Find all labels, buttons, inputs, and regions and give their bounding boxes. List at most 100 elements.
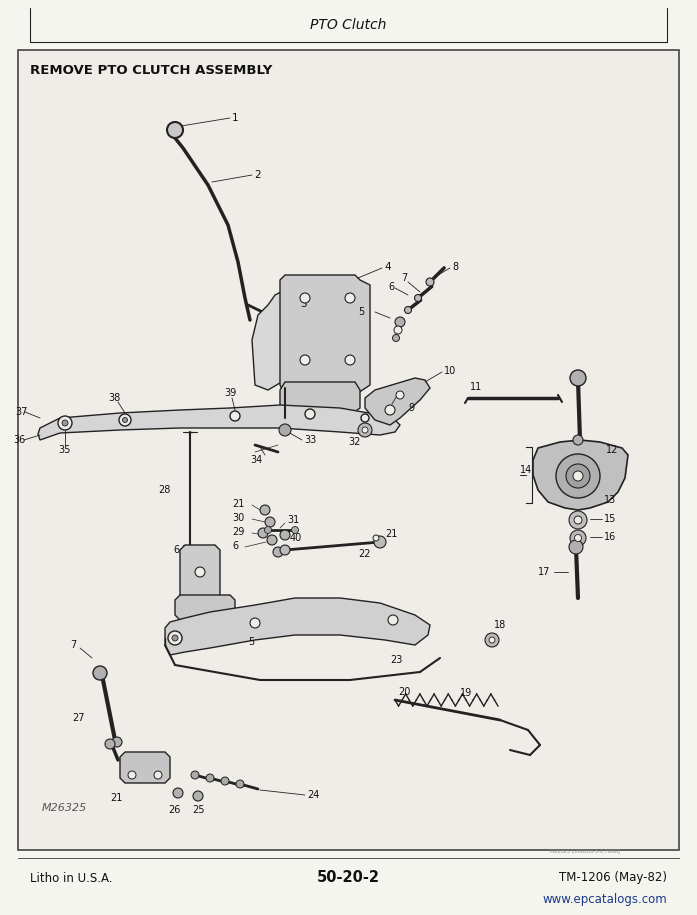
Circle shape xyxy=(415,295,422,302)
Text: 15: 15 xyxy=(604,514,616,524)
Text: 6: 6 xyxy=(388,282,394,292)
Circle shape xyxy=(112,737,122,747)
Circle shape xyxy=(573,435,583,445)
Text: TM-1206 (May-82): TM-1206 (May-82) xyxy=(559,871,667,885)
Circle shape xyxy=(395,317,405,327)
Circle shape xyxy=(119,414,131,426)
Text: 29: 29 xyxy=(232,527,245,537)
Circle shape xyxy=(280,545,290,555)
Circle shape xyxy=(345,355,355,365)
Circle shape xyxy=(404,307,411,314)
Circle shape xyxy=(374,536,386,548)
Text: 20: 20 xyxy=(398,687,411,697)
Circle shape xyxy=(167,122,183,138)
Polygon shape xyxy=(175,595,235,620)
Text: M26325: M26325 xyxy=(42,803,87,813)
Circle shape xyxy=(362,427,368,433)
Text: 36: 36 xyxy=(13,435,25,445)
Text: 21: 21 xyxy=(232,499,245,509)
Circle shape xyxy=(388,615,398,625)
Text: 7: 7 xyxy=(70,640,76,650)
Text: 21: 21 xyxy=(110,793,123,803)
Text: 19: 19 xyxy=(460,688,473,698)
Circle shape xyxy=(574,534,581,542)
Text: 35: 35 xyxy=(58,445,70,455)
Circle shape xyxy=(280,530,290,540)
Polygon shape xyxy=(38,405,400,440)
Polygon shape xyxy=(280,382,360,415)
Circle shape xyxy=(570,530,586,546)
Text: 24: 24 xyxy=(307,790,319,800)
Circle shape xyxy=(260,505,270,515)
Text: 18: 18 xyxy=(494,620,506,630)
Text: 32: 32 xyxy=(348,437,360,447)
Text: 23: 23 xyxy=(390,655,402,665)
Circle shape xyxy=(62,420,68,426)
Text: 26: 26 xyxy=(168,805,181,815)
Circle shape xyxy=(236,780,244,788)
Text: 50-20-2: 50-20-2 xyxy=(316,870,379,886)
Circle shape xyxy=(392,335,399,341)
Text: 33: 33 xyxy=(304,435,316,445)
Text: PTO Clutch: PTO Clutch xyxy=(309,18,386,32)
Circle shape xyxy=(168,631,182,645)
Circle shape xyxy=(93,666,107,680)
Circle shape xyxy=(358,423,372,437)
Circle shape xyxy=(191,771,199,779)
Text: 1: 1 xyxy=(232,113,238,123)
Circle shape xyxy=(570,370,586,386)
Text: 14: 14 xyxy=(520,465,533,475)
Circle shape xyxy=(206,774,214,782)
Text: 25: 25 xyxy=(192,805,204,815)
Bar xyxy=(18,50,679,850)
Polygon shape xyxy=(252,290,285,390)
Circle shape xyxy=(264,526,272,533)
Circle shape xyxy=(265,517,275,527)
Circle shape xyxy=(172,635,178,641)
Text: 5: 5 xyxy=(248,637,254,647)
Text: M26325 1206100-5-0 790WJ: M26325 1206100-5-0 790WJ xyxy=(550,849,620,855)
Text: 16: 16 xyxy=(604,532,616,542)
Text: 39: 39 xyxy=(224,388,236,398)
Circle shape xyxy=(58,416,72,430)
Text: 40: 40 xyxy=(290,533,302,543)
Circle shape xyxy=(574,516,582,524)
Text: 38: 38 xyxy=(108,393,121,403)
Text: 13: 13 xyxy=(604,495,616,505)
Circle shape xyxy=(258,528,268,538)
Circle shape xyxy=(221,777,229,785)
Circle shape xyxy=(345,293,355,303)
Text: 31: 31 xyxy=(287,515,299,525)
Circle shape xyxy=(300,293,310,303)
Text: 3: 3 xyxy=(300,299,307,309)
Circle shape xyxy=(394,326,402,334)
Circle shape xyxy=(566,464,590,488)
Text: 27: 27 xyxy=(72,713,84,723)
Text: 17: 17 xyxy=(538,567,551,577)
Text: 2: 2 xyxy=(254,170,261,180)
Circle shape xyxy=(123,417,128,423)
Text: 8: 8 xyxy=(452,262,458,272)
Circle shape xyxy=(291,526,298,533)
Circle shape xyxy=(569,540,583,554)
Circle shape xyxy=(173,788,183,798)
Polygon shape xyxy=(365,378,430,425)
Circle shape xyxy=(128,771,136,779)
Circle shape xyxy=(485,633,499,647)
Polygon shape xyxy=(120,752,170,783)
Circle shape xyxy=(396,391,404,399)
Text: 6: 6 xyxy=(232,541,238,551)
Circle shape xyxy=(230,411,240,421)
Circle shape xyxy=(279,424,291,436)
Circle shape xyxy=(273,547,283,557)
Text: 6: 6 xyxy=(173,545,179,555)
Circle shape xyxy=(385,405,395,415)
Text: 5: 5 xyxy=(358,307,365,317)
Text: 21: 21 xyxy=(385,529,397,539)
Circle shape xyxy=(105,739,115,749)
Circle shape xyxy=(489,637,495,643)
Text: 28: 28 xyxy=(158,485,170,495)
Polygon shape xyxy=(180,545,220,600)
Text: 30: 30 xyxy=(232,513,244,523)
Circle shape xyxy=(250,618,260,628)
